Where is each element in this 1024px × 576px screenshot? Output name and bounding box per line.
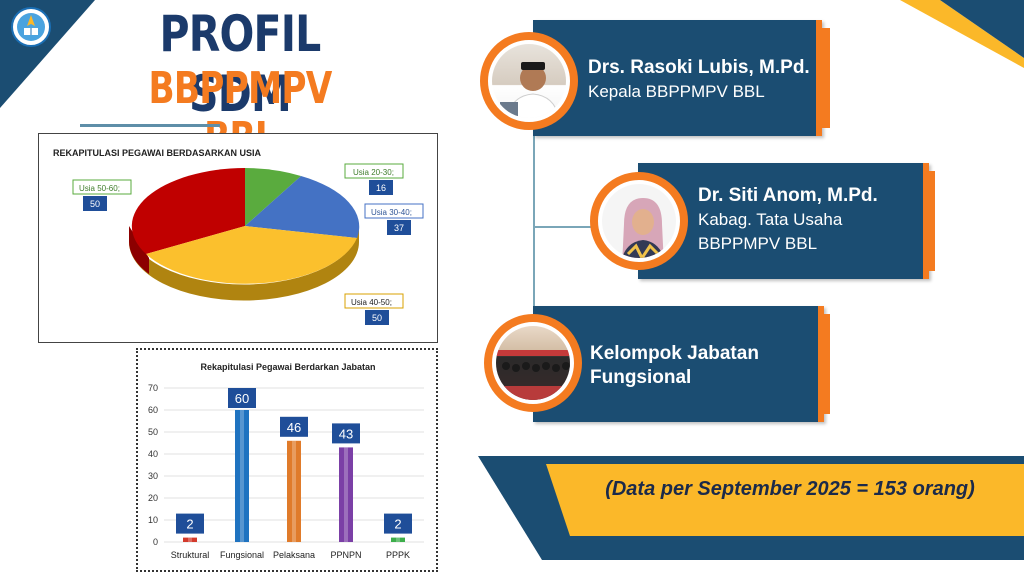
pie-slice-40-50 [146,226,357,284]
age-pie-chart: REKAPITULASI PEGAWAI BERDASARKAN USIA Us… [53,148,424,325]
y-tick-label: 60 [148,405,158,415]
bar-value-box [176,513,204,534]
label-usia-30-40: Usia 30-40; 37 [364,203,424,235]
y-tick-label: 0 [153,537,158,547]
bar-value-label: 46 [287,420,301,435]
age-pie-chart-panel: REKAPITULASI PEGAWAI BERDASARKAN USIA Us… [38,133,438,343]
position-bar-chart-panel: Rekapitulasi Pegawai Berdarkan Jabatan 0… [136,348,438,572]
svg-text:50: 50 [372,313,382,323]
page-title: PROFIL SDM [159,5,322,123]
footer-banner [478,456,1024,560]
bar-value-box [228,388,256,408]
person-name-head: Drs. Rasoki Lubis, M.Pd. [588,57,810,78]
bar-highlight [240,410,244,542]
x-tick-label: Struktural [171,550,210,560]
x-tick-label: Pelaksana [273,550,315,560]
group-photo [484,314,582,412]
svg-text:Usia 20-30;: Usia 20-30; [353,168,394,177]
person-role-head: Kepala BBPPMPV BBL [588,82,765,101]
y-tick-label: 70 [148,383,158,393]
bar-fungsional [235,410,249,542]
y-tick-label: 20 [148,493,158,503]
connector-branch [533,226,593,228]
bar-pppk [391,537,405,542]
x-tick-label: PPNPN [330,550,361,560]
data-note: (Data per September 2025 = 153 orang) [605,478,975,500]
title-underline [80,124,220,127]
bar-struktural [183,537,197,542]
group-name-line2: Fungsional [590,367,692,388]
person-name-admin: Dr. Siti Anom, M.Pd. [698,185,878,206]
label-usia-20-30: Usia 20-30; 16 [344,163,404,195]
pie-slice-30-40 [245,176,360,238]
group-card-functional-accent [818,314,830,414]
connector-line [533,130,535,360]
bar-value-box [280,416,308,437]
position-chart-title: Rekapitulasi Pegawai Berdarkan Jabatan [200,362,375,372]
bar-highlight [292,440,296,542]
bar-highlight [396,537,400,542]
y-tick-label: 10 [148,515,158,525]
bar-pelaksana [287,440,301,542]
label-usia-50-60: Usia 50-60; 50 [72,179,132,211]
x-tick-label: PPPK [386,550,410,560]
pie-slice-20-30 [245,168,301,226]
y-tick-label: 50 [148,427,158,437]
group-name-line1: Kelompok Jabatan [590,343,759,364]
bar-highlight [344,447,348,542]
x-tick-label: Fungsional [220,550,264,560]
bar-value-box [384,513,412,534]
bar-value-label: 2 [394,517,401,532]
tut-wuri-handayani-logo [11,7,51,47]
person-role-admin: Kabag. Tata Usaha [698,210,843,229]
age-chart-title: REKAPITULASI PEGAWAI BERDASARKAN USIA [53,148,262,158]
svg-text:50: 50 [90,199,100,209]
position-bar-chart: Rekapitulasi Pegawai Berdarkan Jabatan 0… [148,362,424,560]
pie-3d-sides [129,226,359,301]
label-usia-40-50: Usia 40-50; 50 [344,293,404,325]
person-card-head-accent [816,28,830,128]
pie-slice-50-60 [131,168,245,254]
bar-value-label: 2 [186,517,193,532]
man-portrait-photo [480,32,578,130]
svg-text:Usia 50-60;: Usia 50-60; [79,184,120,193]
svg-text:16: 16 [376,183,386,193]
woman-portrait-photo [590,172,688,270]
person-unit-admin: BBPPMPV BBL [698,234,818,253]
svg-text:37: 37 [394,223,404,233]
y-tick-label: 40 [148,449,158,459]
svg-text:Usia 30-40;: Usia 30-40; [371,208,412,217]
corner-decoration-top-right [900,0,1024,68]
y-tick-label: 30 [148,471,158,481]
bar-highlight [188,537,192,542]
bar-value-box [332,423,360,444]
bar-value-label: 60 [235,391,249,406]
bar-ppnpn [339,447,353,542]
person-card-admin-accent [923,171,935,271]
svg-text:Usia 40-50;: Usia 40-50; [351,298,392,307]
bar-value-label: 43 [339,426,353,441]
